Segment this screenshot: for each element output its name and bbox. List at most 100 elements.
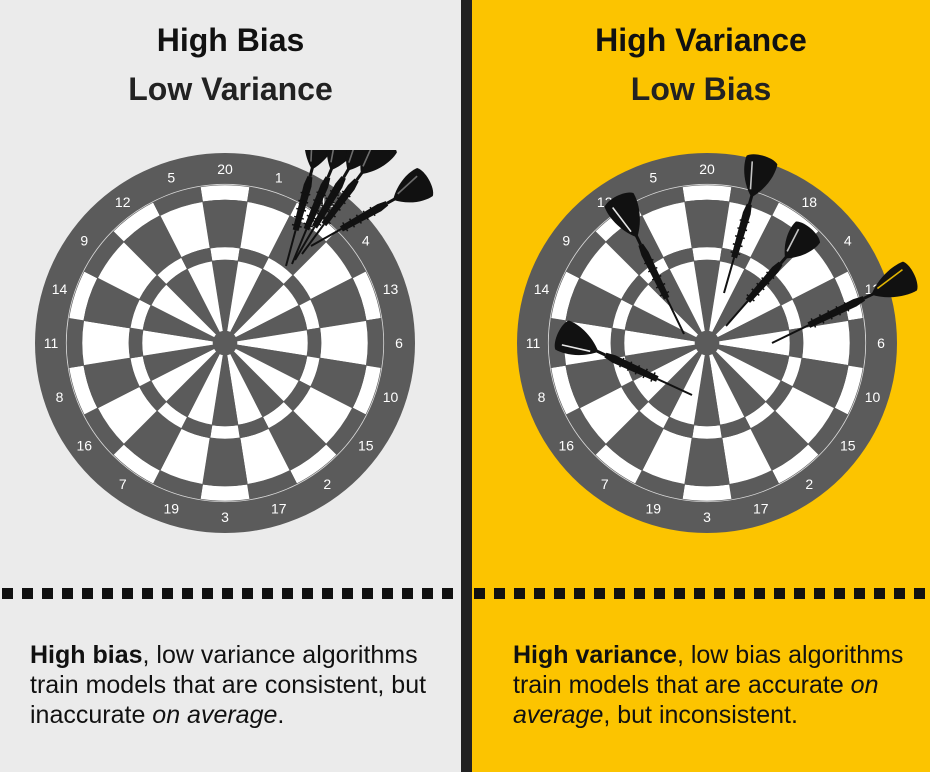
separator-dash bbox=[854, 588, 865, 599]
board-number: 2 bbox=[323, 476, 331, 492]
separator-dash bbox=[322, 588, 333, 599]
board-number: 5 bbox=[649, 170, 657, 186]
center-divider bbox=[461, 0, 472, 772]
separator-dash bbox=[382, 588, 393, 599]
separator-dash bbox=[874, 588, 885, 599]
separator-dash bbox=[22, 588, 33, 599]
board-segment bbox=[306, 327, 322, 359]
separator-dash bbox=[814, 588, 825, 599]
board-number: 7 bbox=[601, 476, 609, 492]
separator-dash bbox=[754, 588, 765, 599]
description-text: , low variance algorithms train models t… bbox=[30, 641, 427, 729]
separator-dash bbox=[122, 588, 133, 599]
board-number: 6 bbox=[877, 335, 885, 351]
board-segment bbox=[684, 199, 730, 249]
separator-dash bbox=[362, 588, 373, 599]
board-number: 7 bbox=[119, 476, 127, 492]
board-number: 11 bbox=[526, 335, 541, 351]
separator-dash bbox=[222, 588, 233, 599]
board-number: 19 bbox=[645, 500, 661, 516]
board-number: 8 bbox=[538, 389, 546, 405]
bullseye bbox=[695, 331, 719, 355]
separator-dash bbox=[162, 588, 173, 599]
separator-dash bbox=[442, 588, 453, 599]
board-number: 15 bbox=[358, 437, 374, 453]
separator-dash bbox=[634, 588, 645, 599]
separator-dash bbox=[514, 588, 525, 599]
board-number: 10 bbox=[383, 389, 399, 405]
board-segment bbox=[681, 184, 733, 203]
dart bbox=[604, 192, 685, 335]
separator-dash bbox=[142, 588, 153, 599]
dashed-separator bbox=[474, 588, 925, 599]
separator-dash bbox=[2, 588, 13, 599]
separator-dash bbox=[614, 588, 625, 599]
separator-dash bbox=[182, 588, 193, 599]
description-bold: High bias bbox=[30, 641, 143, 669]
separator-dash bbox=[62, 588, 73, 599]
board-number: 4 bbox=[844, 233, 852, 249]
board-segment bbox=[365, 317, 384, 369]
panel-title: High Bias bbox=[156, 22, 305, 58]
board-number: 5 bbox=[167, 170, 175, 186]
board-segment bbox=[202, 199, 248, 249]
board-segment bbox=[319, 320, 369, 366]
board-number: 20 bbox=[699, 161, 715, 177]
separator-dash bbox=[102, 588, 113, 599]
panel-title: High Variance bbox=[595, 22, 807, 58]
separator-dash bbox=[734, 588, 745, 599]
separator-dash bbox=[794, 588, 805, 599]
board-segment bbox=[684, 437, 730, 487]
board-segment bbox=[801, 320, 851, 366]
board-segment bbox=[199, 483, 251, 502]
board-segment bbox=[209, 424, 241, 440]
dart bbox=[771, 261, 918, 344]
separator-dash bbox=[422, 588, 433, 599]
dart bbox=[723, 154, 778, 294]
board-number: 19 bbox=[163, 500, 179, 516]
separator-dash bbox=[654, 588, 665, 599]
description-italic: on average bbox=[152, 701, 278, 729]
panel-subtitle: Low Variance bbox=[128, 71, 333, 107]
separator-dash bbox=[554, 588, 565, 599]
board-number: 1 bbox=[275, 170, 283, 186]
separator-dash bbox=[914, 588, 925, 599]
board-rim-line bbox=[547, 183, 867, 503]
high-bias-panel: High Bias Low Variance 20118413610152173… bbox=[0, 0, 461, 772]
board-number: 9 bbox=[80, 233, 88, 249]
board-number: 3 bbox=[703, 509, 711, 525]
separator-dash bbox=[242, 588, 253, 599]
board-segment bbox=[681, 483, 733, 502]
dart bbox=[725, 221, 821, 327]
description-bold: High variance bbox=[513, 641, 677, 669]
board-segment bbox=[66, 317, 85, 369]
board-number: 17 bbox=[271, 500, 287, 516]
description-text: , low bias algorithms train models that … bbox=[513, 641, 904, 699]
board-number: 2 bbox=[805, 476, 813, 492]
separator-dash bbox=[694, 588, 705, 599]
board-segment bbox=[202, 437, 248, 487]
dart bbox=[301, 150, 397, 255]
board-number: 3 bbox=[221, 509, 229, 525]
separator-dash bbox=[302, 588, 313, 599]
bullseye bbox=[213, 331, 237, 355]
board-rim-line bbox=[65, 183, 385, 503]
description-italic: on average bbox=[513, 671, 879, 729]
separator-dash bbox=[42, 588, 53, 599]
separator-dash bbox=[202, 588, 213, 599]
separator-dash bbox=[574, 588, 585, 599]
description-end: , but inconsistent. bbox=[603, 701, 798, 729]
board-segment bbox=[610, 327, 626, 359]
board-number: 12 bbox=[115, 194, 131, 210]
board-segment bbox=[128, 327, 144, 359]
board-number: 17 bbox=[753, 500, 769, 516]
board-number: 15 bbox=[840, 437, 856, 453]
high-variance-panel: High Variance Low Bias 20118413610152173… bbox=[472, 0, 930, 772]
board-segment bbox=[199, 184, 251, 203]
dart bbox=[310, 168, 434, 247]
dart bbox=[285, 150, 338, 267]
board-number: 18 bbox=[801, 194, 817, 210]
board-number: 4 bbox=[362, 233, 370, 249]
board-number: 16 bbox=[76, 437, 92, 453]
description-end: . bbox=[277, 701, 285, 729]
